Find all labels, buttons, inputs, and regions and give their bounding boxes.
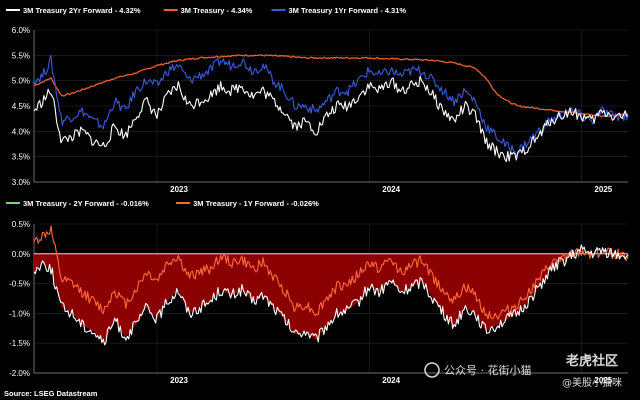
spread-area bbox=[34, 253, 628, 343]
top-panel: 6.0% 5.5% 5.0% 4.5% 4.0% 3.5% 3.0% 2023 2024 2025 bbox=[12, 26, 629, 194]
legend-entry: 3M Treasury 1Yr Forward - 4.31% bbox=[289, 6, 407, 15]
y-tick-label: 0.5% bbox=[12, 220, 30, 229]
y-tick-label: -2.0% bbox=[9, 369, 30, 378]
x-tick-label: 2025 bbox=[594, 376, 612, 385]
x-tick-label: 2024 bbox=[382, 185, 400, 194]
watermark-handle: @美股小猫咪 bbox=[562, 376, 622, 389]
y-tick-label: 5.5% bbox=[12, 51, 30, 60]
legend-entry: 3M Treasury - 2Y Forward - -0.016% bbox=[23, 199, 149, 208]
series-line-spot bbox=[33, 54, 629, 118]
legend-entry: 3M Treasury - 1Y Forward - -0.026% bbox=[193, 199, 319, 208]
watermark-wechat: 公众号 · 花街小猫 bbox=[444, 363, 532, 377]
series-line-spread2y bbox=[33, 244, 629, 346]
watermark-brand: 老虎社区 bbox=[565, 353, 618, 369]
x-tick-label: 2023 bbox=[170, 376, 188, 385]
source-note: Source: LSEG Datastream bbox=[4, 389, 98, 398]
legend-entry: 3M Treasury 2Yr Forward - 4.32% bbox=[23, 6, 141, 15]
y-tick-label: -1.0% bbox=[9, 309, 30, 318]
x-tick-label: 2024 bbox=[382, 376, 400, 385]
series-line-fwd1y bbox=[33, 54, 629, 157]
x-tick-label: 2025 bbox=[594, 185, 612, 194]
y-tick-label: 3.0% bbox=[12, 178, 30, 187]
bottom-legend: 3M Treasury - 2Y Forward - -0.016% 3M Tre… bbox=[6, 199, 319, 208]
y-tick-label: 3.5% bbox=[12, 153, 30, 162]
top-legend: 3M Treasury 2Yr Forward - 4.32% 3M Treasu… bbox=[6, 6, 406, 15]
bottom-panel: 0.5% 0.0% -0.5% -1.0% -1.5% -2.0% 2023 2024 2025 bbox=[9, 220, 629, 385]
series-line-spread1y bbox=[33, 225, 629, 320]
series-line-fwd2y bbox=[33, 75, 629, 163]
y-tick-label: -0.5% bbox=[9, 280, 30, 289]
y-tick-label: 6.0% bbox=[12, 26, 30, 35]
y-tick-label: 4.5% bbox=[12, 102, 30, 111]
x-tick-label: 2023 bbox=[170, 185, 188, 194]
y-tick-label: 5.0% bbox=[12, 77, 30, 86]
y-tick-label: 4.0% bbox=[12, 127, 30, 136]
watermark: 公众号 · 花街小猫 老虎社区 @美股小猫咪 bbox=[424, 353, 622, 389]
legend-entry: 3M Treasury - 4.34% bbox=[181, 6, 253, 15]
y-tick-label: -1.5% bbox=[9, 339, 30, 348]
wechat-icon bbox=[424, 362, 440, 378]
y-tick-label: 0.0% bbox=[12, 250, 30, 259]
